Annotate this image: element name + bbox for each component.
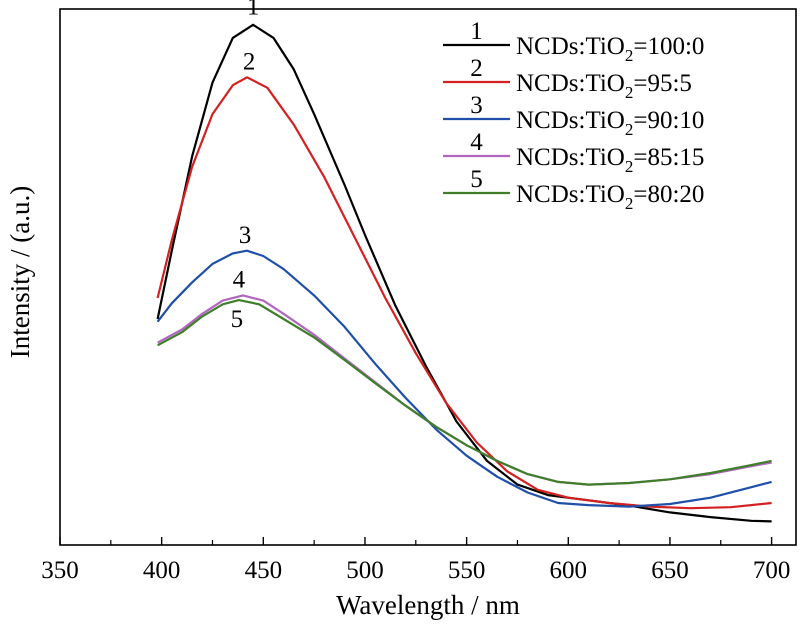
legend-label-suffix: =100:0 [633, 33, 704, 60]
legend-label-prefix: NCDs:TiO [516, 70, 625, 97]
curve-label-2: 2 [243, 48, 256, 75]
x-tick-label: 650 [651, 557, 689, 584]
series-line-2 [156, 76, 772, 510]
legend-label-subscript: 2 [625, 157, 634, 176]
legend-label-subscript: 2 [625, 83, 634, 102]
curve-label-3: 3 [239, 222, 252, 249]
legend-label-2: NCDs:TiO2=95:5 [516, 70, 692, 102]
legend-label-prefix: NCDs:TiO [516, 33, 625, 60]
legend-label-suffix: =85:15 [633, 144, 704, 171]
legend-label-suffix: =90:10 [633, 107, 704, 134]
curve-label-5: 5 [231, 306, 244, 333]
legend-label-suffix: =80:20 [633, 181, 704, 208]
legend-label-prefix: NCDs:TiO [516, 144, 625, 171]
legend-label-prefix: NCDs:TiO [516, 181, 625, 208]
legend-label-prefix: NCDs:TiO [516, 107, 625, 134]
legend-number-5: 5 [470, 166, 483, 193]
x-tick-label: 550 [448, 557, 486, 584]
series-line-1 [156, 23, 772, 523]
legend-number-2: 2 [470, 55, 483, 82]
x-tick-label: 350 [41, 557, 79, 584]
series-layer [156, 23, 772, 523]
x-tick-label: 400 [143, 557, 181, 584]
legend-label-1: NCDs:TiO2=100:0 [516, 33, 704, 65]
legend-label-3: NCDs:TiO2=90:10 [516, 107, 704, 139]
legend-label-4: NCDs:TiO2=85:15 [516, 144, 704, 176]
legend-number-4: 4 [470, 129, 483, 156]
curve-label-1: 1 [247, 0, 260, 20]
series-line-5 [157, 299, 772, 486]
curve-labels: 1 2 3 4 5 [231, 0, 260, 333]
curve-label-4: 4 [233, 267, 246, 294]
x-tick-label: 450 [245, 557, 283, 584]
legend-label-subscript: 2 [625, 46, 634, 65]
x-axis-ticks: 350 400 450 500 550 600 650 700 [41, 537, 790, 584]
legend-number-1: 1 [470, 18, 483, 45]
legend: 1NCDs:TiO2=100:02NCDs:TiO2=95:53NCDs:TiO… [443, 18, 704, 213]
series-line-3 [156, 249, 772, 508]
x-tick-label: 600 [550, 557, 588, 584]
x-tick-label: 500 [346, 557, 384, 584]
legend-label-suffix: =95:5 [633, 70, 692, 97]
x-axis-title: Wavelength / nm [336, 590, 520, 620]
legend-label-subscript: 2 [625, 120, 634, 139]
legend-number-3: 3 [470, 92, 483, 119]
legend-label-subscript: 2 [625, 194, 634, 213]
legend-label-5: NCDs:TiO2=80:20 [516, 181, 704, 213]
x-tick-label: 700 [753, 557, 791, 584]
plot-frame [59, 8, 797, 546]
y-axis-title: Intensity / (a.u.) [5, 186, 35, 358]
